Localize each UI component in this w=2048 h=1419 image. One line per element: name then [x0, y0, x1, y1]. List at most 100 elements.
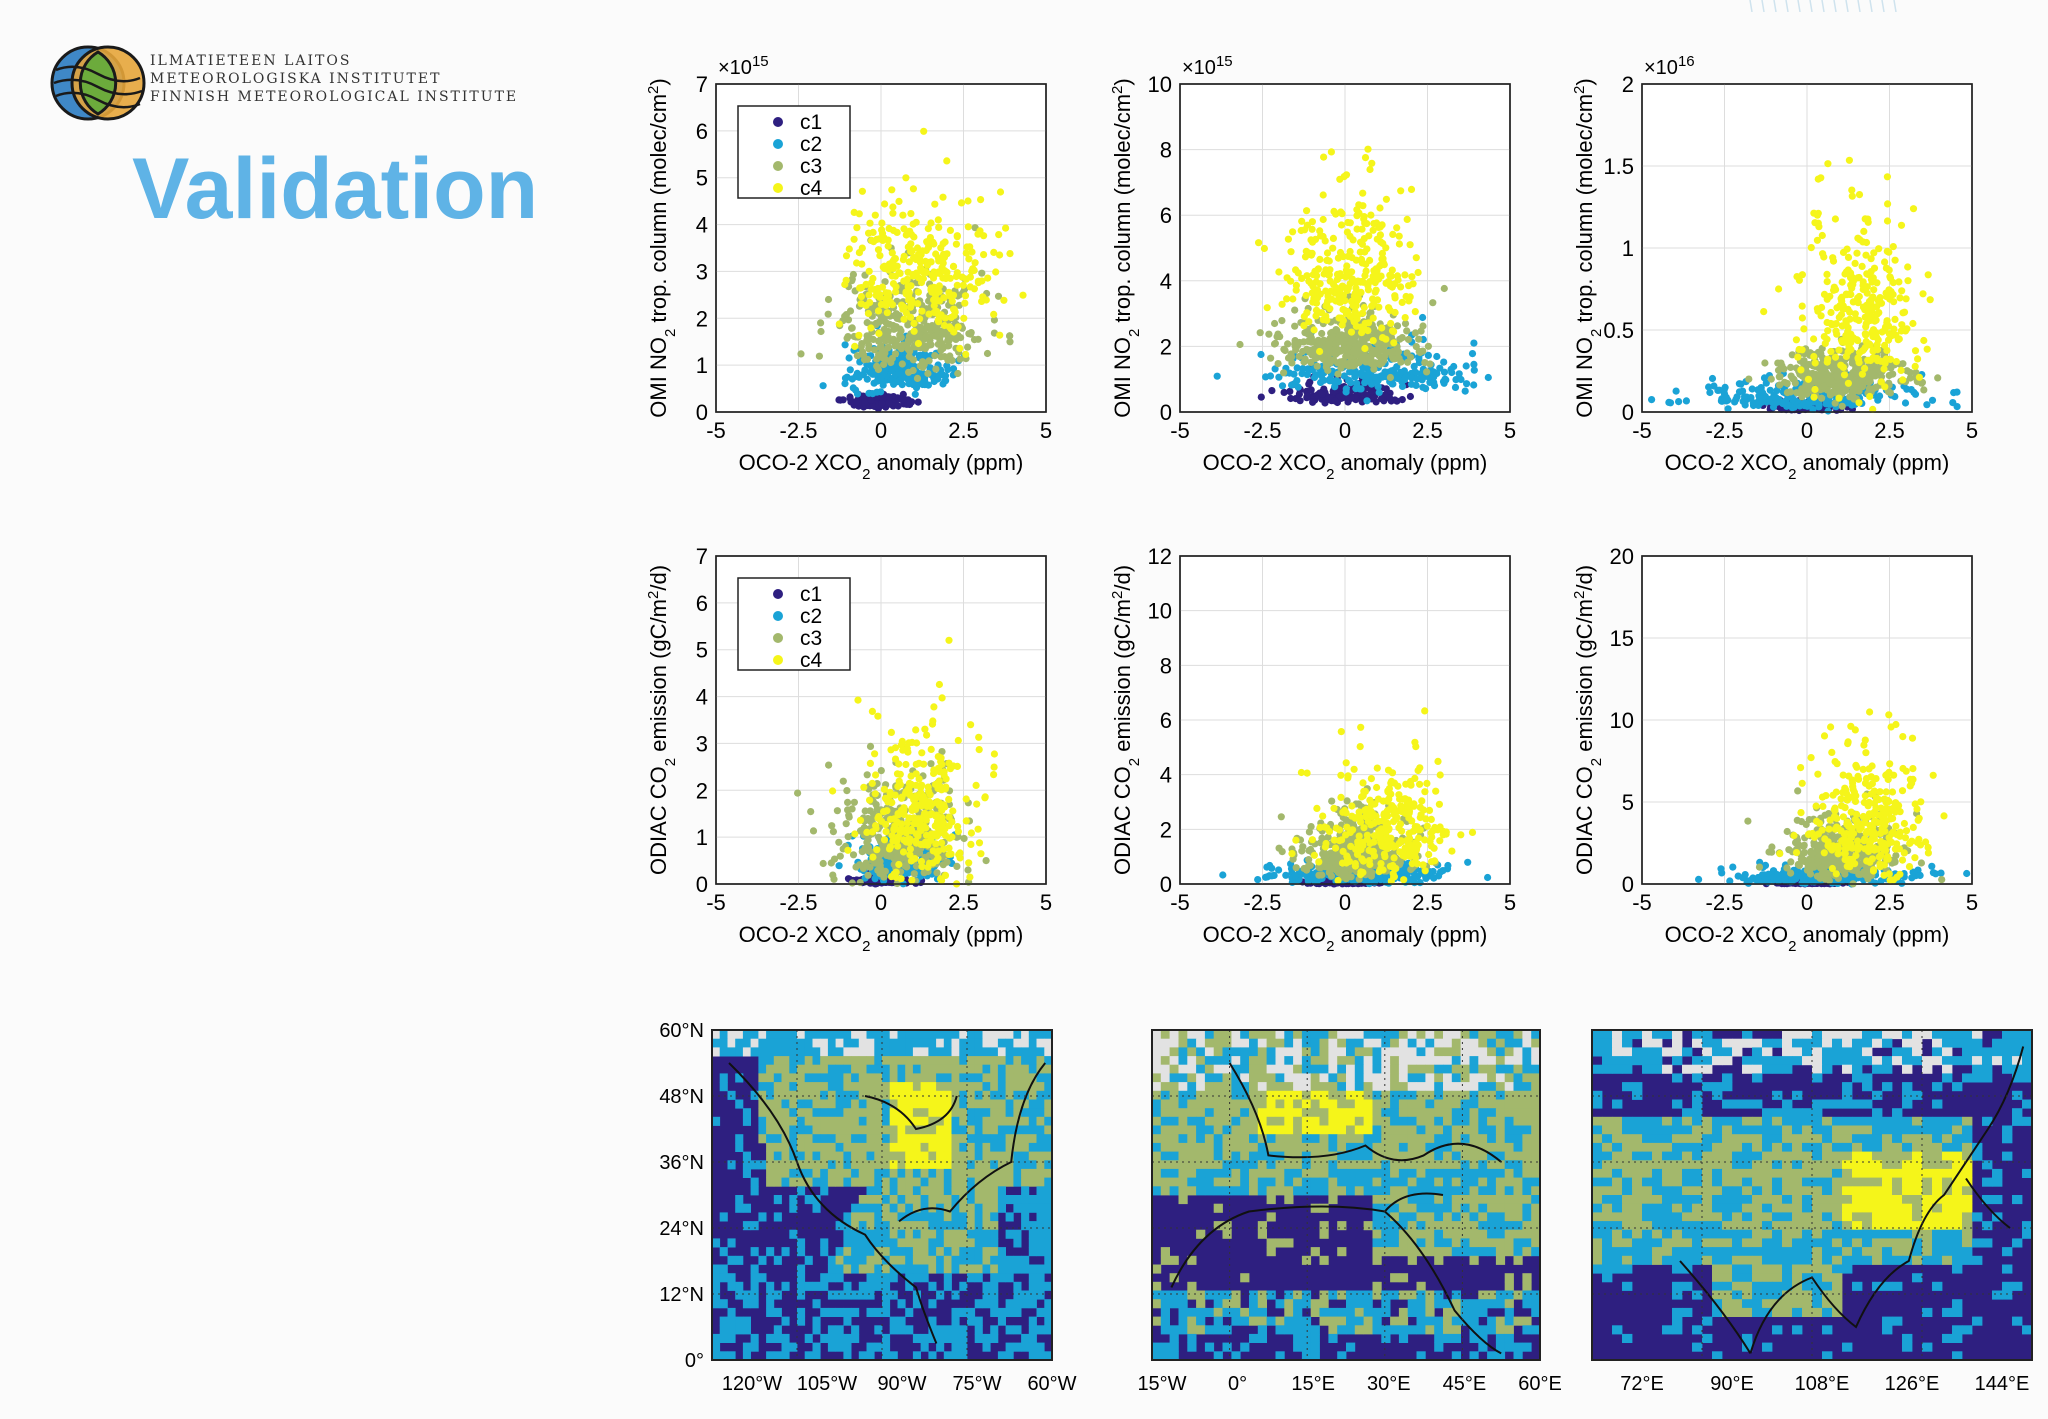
point-c4 — [1378, 221, 1386, 229]
point-c3 — [881, 867, 890, 876]
point-c3 — [1292, 864, 1300, 872]
x-tick-label: 2.5 — [948, 418, 979, 443]
point-c4 — [937, 754, 945, 762]
point-c4 — [1310, 326, 1318, 334]
point-c3 — [1277, 813, 1285, 821]
point-c4 — [877, 300, 886, 308]
point-c2 — [1747, 394, 1755, 402]
point-c2 — [869, 370, 877, 378]
point-c3 — [848, 805, 856, 813]
point-c4 — [1333, 270, 1342, 278]
point-c2 — [1911, 390, 1920, 398]
point-c4 — [908, 806, 916, 815]
point-c3 — [1307, 358, 1315, 366]
point-c4 — [1255, 239, 1263, 247]
point-c4 — [1359, 278, 1367, 286]
point-c3 — [1295, 352, 1303, 361]
point-c4 — [1319, 232, 1327, 241]
point-c4 — [1361, 219, 1369, 227]
point-c4 — [1406, 241, 1414, 249]
point-c3 — [922, 333, 930, 341]
point-c4 — [1847, 274, 1855, 282]
point-c1 — [1307, 386, 1315, 394]
point-c4 — [1358, 329, 1366, 337]
legend-label-c3: c3 — [800, 627, 822, 650]
point-c4 — [892, 288, 900, 296]
point-c4 — [880, 836, 889, 844]
point-c4 — [1842, 331, 1850, 340]
point-c4 — [1388, 327, 1397, 335]
point-c4 — [900, 315, 908, 323]
legend-label-c4: c4 — [800, 649, 823, 672]
point-c3 — [1271, 319, 1279, 328]
point-c3 — [864, 871, 872, 879]
y-tick-label: 0 — [1622, 400, 1634, 425]
point-c4 — [1810, 209, 1818, 217]
point-c4 — [855, 331, 863, 339]
point-c3 — [857, 343, 865, 351]
point-c3 — [869, 335, 877, 344]
point-c3 — [1315, 871, 1323, 879]
point-c4 — [946, 292, 954, 300]
point-c1 — [1321, 399, 1329, 407]
point-c3 — [835, 838, 843, 846]
point-c4 — [865, 267, 873, 275]
point-c4 — [1348, 254, 1356, 262]
point-c3 — [1339, 338, 1348, 346]
point-c3 — [848, 324, 856, 332]
point-c4 — [964, 223, 972, 231]
point-c2 — [1266, 861, 1274, 870]
y-tick-label: 10 — [1148, 72, 1172, 97]
point-c4 — [845, 245, 853, 253]
point-c3 — [956, 355, 964, 363]
point-c3 — [932, 365, 940, 373]
point-c4 — [976, 227, 984, 235]
point-c4 — [876, 291, 884, 299]
point-c4 — [1330, 804, 1338, 812]
point-c4 — [1831, 353, 1840, 361]
point-c4 — [1897, 366, 1905, 374]
y-tick-label: 6 — [696, 119, 708, 144]
point-c4 — [940, 253, 949, 262]
point-c2 — [944, 365, 952, 374]
point-c3 — [1349, 348, 1357, 356]
point-c4 — [926, 791, 934, 799]
x-tick-label: -5 — [1632, 418, 1652, 443]
point-c3 — [1818, 376, 1826, 384]
point-c4 — [1862, 331, 1870, 339]
point-c4 — [892, 873, 900, 882]
point-c1 — [1406, 392, 1414, 401]
point-c4 — [1322, 287, 1330, 295]
point-c4 — [1800, 325, 1808, 333]
point-c1 — [867, 396, 875, 404]
point-c2 — [1340, 372, 1348, 380]
point-c3 — [861, 807, 869, 815]
point-c4 — [961, 292, 970, 300]
point-c4 — [904, 268, 912, 276]
point-c4 — [1316, 255, 1324, 263]
point-c4 — [1312, 312, 1320, 320]
point-c4 — [1896, 294, 1904, 302]
point-c3 — [1358, 356, 1366, 364]
x-tick-label: 2.5 — [1412, 418, 1443, 443]
point-c4 — [1357, 288, 1365, 296]
point-c4 — [1858, 370, 1866, 378]
point-c4 — [1923, 345, 1931, 353]
point-c4 — [1376, 231, 1384, 239]
point-c4 — [980, 251, 988, 259]
point-c4 — [1856, 349, 1864, 357]
point-c3 — [932, 332, 940, 340]
point-c2 — [1310, 373, 1319, 382]
y-tick-label: 2 — [1622, 72, 1634, 97]
point-c4 — [938, 694, 946, 702]
point-c4 — [1349, 236, 1357, 244]
point-c4 — [1926, 296, 1934, 304]
point-c4 — [1332, 284, 1341, 292]
point-c2 — [843, 373, 851, 381]
point-c3 — [1819, 382, 1828, 391]
y-axis-label: OMI NO2 trop. column (molec/cm2) — [645, 78, 679, 417]
point-c4 — [1302, 291, 1310, 300]
point-c4 — [1900, 308, 1909, 316]
point-c4 — [1889, 243, 1897, 251]
